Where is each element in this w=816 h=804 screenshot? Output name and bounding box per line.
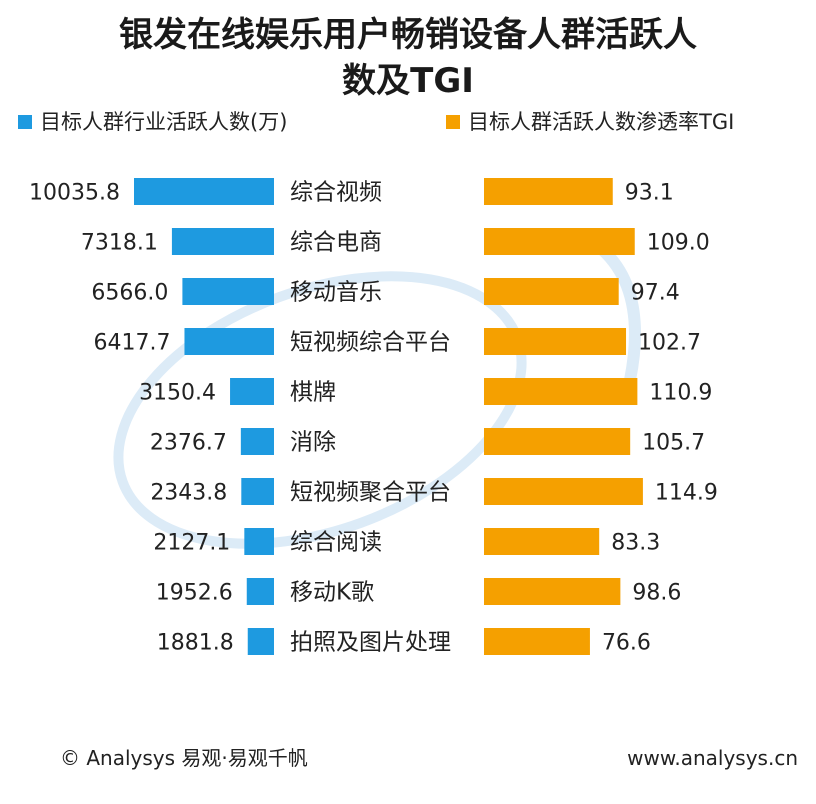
left-bar <box>184 328 274 355</box>
right-bar <box>484 228 635 255</box>
right-bar <box>484 178 613 205</box>
left-value-label: 10035.8 <box>29 181 120 206</box>
left-value-label: 6417.7 <box>93 331 170 356</box>
right-value-label: 98.6 <box>632 581 681 606</box>
right-value-label: 110.9 <box>649 381 712 406</box>
left-bar <box>244 528 274 555</box>
category-label: 移动音乐 <box>290 280 382 306</box>
footer-website: www.analysys.cn <box>627 746 798 770</box>
right-value-label: 93.1 <box>625 181 674 206</box>
right-bar <box>484 428 631 455</box>
legend-right: 目标人群活跃人数渗透率TGI <box>446 108 734 136</box>
dual-bar-chart: 10035.8 综合视频 93.1 7318.1 综合电商 109.0 6566.0 移动音乐… <box>29 178 718 656</box>
category-label: 消除 <box>290 430 336 456</box>
right-bar <box>484 478 643 505</box>
chart-title-line2: 数及TGI <box>342 61 474 101</box>
right-bar <box>484 328 627 355</box>
right-value-label: 109.0 <box>647 231 710 256</box>
category-label: 棋牌 <box>290 380 336 406</box>
category-label: 短视频综合平台 <box>290 330 451 356</box>
category-label: 短视频聚合平台 <box>290 480 451 506</box>
right-value-label: 114.9 <box>655 481 718 506</box>
right-bar <box>484 628 590 655</box>
legend-left: 目标人群行业活跃人数(万) <box>18 108 287 136</box>
left-value-label: 2343.8 <box>150 481 227 506</box>
right-bar <box>484 528 600 555</box>
right-value-label: 105.7 <box>642 431 705 456</box>
category-label: 综合电商 <box>290 230 382 256</box>
right-value-label: 83.3 <box>611 531 660 556</box>
left-value-label: 1881.8 <box>157 631 234 656</box>
left-bar <box>240 428 274 455</box>
left-value-label: 6566.0 <box>91 281 168 306</box>
chart-title: 银发在线娱乐用户畅销设备人群活跃人 数及TGI <box>0 12 816 104</box>
footer-copyright: © Analysys 易观·易观千帆 <box>60 746 308 770</box>
legend-left-label: 目标人群行业活跃人数(万) <box>40 110 288 134</box>
legend-right-label: 目标人群活跃人数渗透率TGI <box>468 110 735 134</box>
legend-right-swatch <box>446 115 460 129</box>
category-label: 综合阅读 <box>290 530 382 556</box>
right-bar <box>484 378 638 405</box>
right-value-label: 97.4 <box>631 281 680 306</box>
right-value-label: 102.7 <box>638 331 701 356</box>
left-bar <box>182 278 274 305</box>
right-value-label: 76.6 <box>602 631 651 656</box>
left-bar <box>171 228 274 255</box>
left-value-label: 1952.6 <box>156 581 233 606</box>
left-value-label: 7318.1 <box>81 231 158 256</box>
category-label: 拍照及图片处理 <box>290 630 451 656</box>
category-label: 综合视频 <box>290 180 382 206</box>
left-bar <box>230 378 274 405</box>
chart-title-line1: 银发在线娱乐用户畅销设备人群活跃人 <box>119 15 697 55</box>
category-label: 移动K歌 <box>290 580 374 606</box>
left-value-label: 3150.4 <box>139 381 216 406</box>
right-bar <box>484 278 619 305</box>
left-bar <box>134 178 274 205</box>
left-bar <box>247 628 274 655</box>
left-value-label: 2127.1 <box>153 531 230 556</box>
legend-left-swatch <box>18 115 32 129</box>
left-value-label: 2376.7 <box>150 431 227 456</box>
left-bar <box>246 578 274 605</box>
left-bar <box>241 478 274 505</box>
right-bar <box>484 578 621 605</box>
